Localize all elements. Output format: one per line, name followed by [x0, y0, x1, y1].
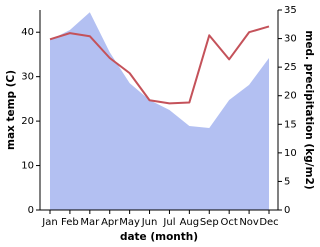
- y2-tick-label: 20: [284, 91, 297, 102]
- y-tick-label: 30: [21, 72, 34, 83]
- x-tick-label: Jan: [41, 217, 57, 228]
- y-tick-label: 0: [28, 205, 34, 216]
- x-axis-label: date (month): [120, 231, 198, 243]
- y2-tick-label: 15: [284, 119, 297, 130]
- y2-tick-label: 35: [284, 5, 297, 16]
- y-tick-label: 10: [21, 161, 34, 172]
- y2-tick-label: 30: [284, 34, 297, 45]
- x-tick-label: Jun: [141, 217, 158, 228]
- y2-axis-label: med. precipitation (kg/m2): [303, 30, 315, 189]
- y2-tick-label: 10: [284, 148, 297, 159]
- x-tick-label: Aug: [180, 217, 200, 228]
- x-tick-label: May: [119, 217, 140, 228]
- y2-tick-label: 25: [284, 62, 297, 73]
- temperature-line: [49, 25, 270, 105]
- y-tick-label: 20: [21, 116, 34, 127]
- y2-tick-label: 5: [284, 176, 290, 187]
- y-axis-label: max temp (C): [5, 70, 17, 150]
- y2-tick-label: 0: [284, 205, 290, 216]
- x-tick-label: Feb: [61, 217, 79, 228]
- x-tick-label: Apr: [101, 217, 119, 228]
- x-tick-label: Dec: [259, 217, 278, 228]
- x-tick-label: Mar: [80, 217, 100, 228]
- y-tick-label: 40: [21, 27, 34, 38]
- x-tick-label: Jul: [162, 217, 175, 228]
- x-tick-label: Sep: [200, 217, 219, 228]
- x-tick-label: Nov: [239, 217, 259, 228]
- x-tick-label: Oct: [221, 217, 238, 228]
- precipitation-area: [50, 12, 269, 210]
